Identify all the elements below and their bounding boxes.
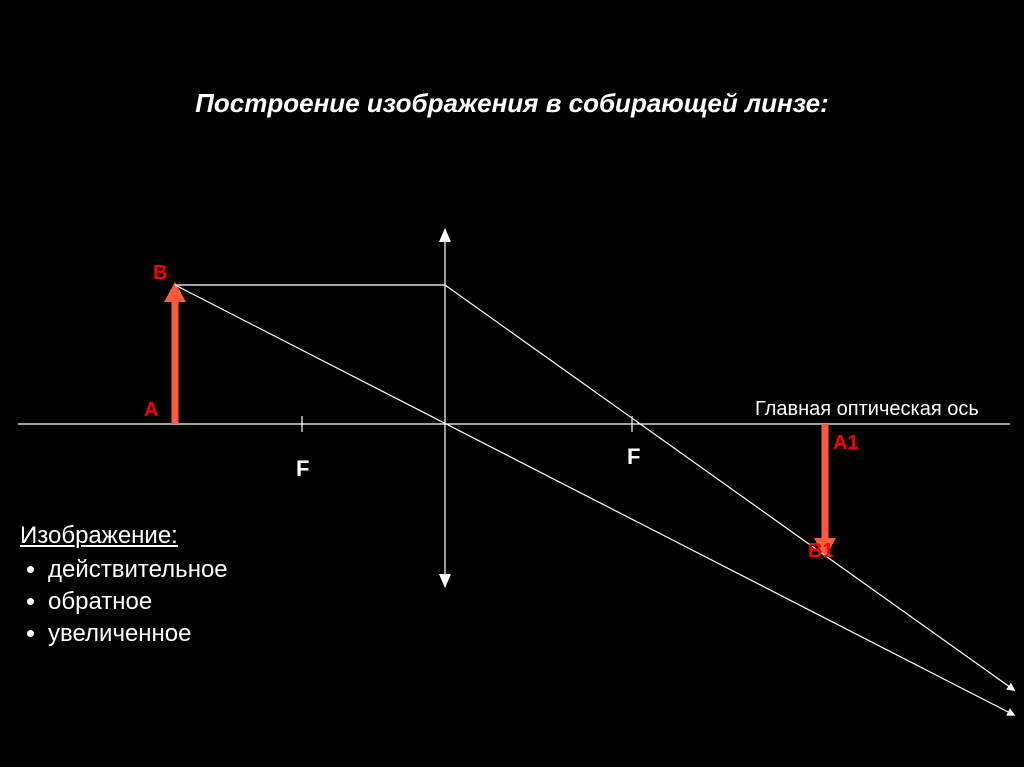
list-item: увеличенное bbox=[48, 620, 228, 648]
label-A1: А1 bbox=[833, 432, 859, 455]
image-properties: Изображение: действительное обратное уве… bbox=[20, 522, 228, 652]
optical-axis-label: Главная оптическая ось bbox=[755, 398, 979, 421]
ray-center bbox=[175, 285, 1014, 715]
label-B1: В1 bbox=[808, 540, 834, 563]
label-B: В bbox=[153, 262, 167, 285]
label-F-left: F bbox=[296, 456, 309, 482]
label-F-right: F bbox=[627, 444, 640, 470]
list-item: действительное bbox=[48, 556, 228, 584]
ray-refracted bbox=[445, 285, 1014, 690]
lens-arrow-bottom bbox=[439, 574, 451, 588]
label-A: А bbox=[144, 399, 158, 422]
image-properties-heading: Изображение: bbox=[20, 522, 228, 550]
lens-arrow-top bbox=[439, 228, 451, 242]
list-item: обратное bbox=[48, 588, 228, 616]
